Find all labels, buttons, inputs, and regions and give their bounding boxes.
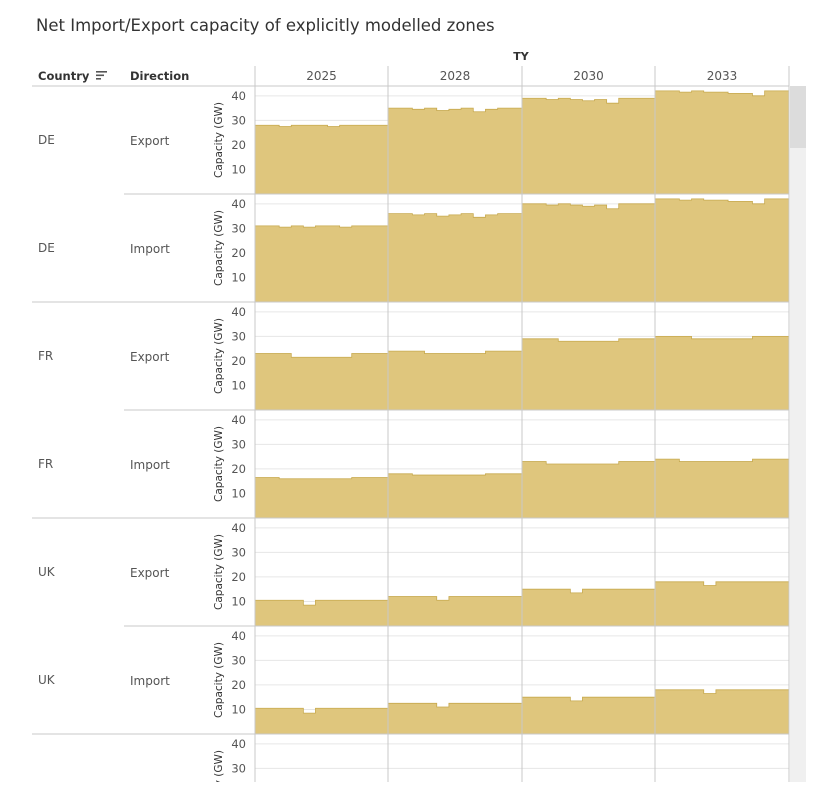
area-mark-UK-Import-2028[interactable] (387, 702, 523, 735)
area-mark-DE-Import-2030[interactable] (521, 203, 656, 303)
y-tick-label: 30 (231, 329, 246, 343)
scrollbar-track[interactable] (790, 86, 806, 782)
country-header[interactable]: Country (38, 69, 90, 83)
area-mark-UK-Export-2028[interactable] (387, 596, 523, 627)
y-tick-label: 30 (231, 653, 246, 667)
area-mark-DE-Export-2033[interactable] (654, 90, 790, 195)
scrollbar-thumb[interactable] (790, 86, 806, 148)
column-header-2030: 2030 (573, 69, 604, 83)
y-tick-label: 20 (231, 138, 246, 152)
area-mark-UK-Import-2030[interactable] (521, 696, 656, 735)
y-tick-label: 40 (231, 521, 246, 535)
area-mark-DE-Export-2025[interactable] (254, 124, 389, 195)
y-tick-label: 30 (231, 221, 246, 235)
y-axis-label: Capacity (GW) (213, 210, 225, 286)
area-mark-UK-Export-2033[interactable] (654, 581, 790, 627)
sort-icon-bar (96, 74, 104, 77)
y-tick-label: 20 (231, 246, 246, 260)
y-tick-label: 10 (231, 702, 246, 716)
chart-title: Net Import/Export capacity of explicitly… (36, 16, 495, 35)
y-tick-label: 40 (231, 737, 246, 751)
area-mark-UK-Export-2025[interactable] (254, 599, 389, 627)
y-tick-label: 30 (231, 545, 246, 559)
country-label[interactable]: FR (38, 457, 53, 471)
y-tick-label: 40 (231, 89, 246, 103)
y-tick-label: 30 (231, 113, 246, 127)
y-axis-label: Capacity (GW) (213, 426, 225, 502)
area-mark-DE-Import-2033[interactable] (654, 198, 790, 303)
y-tick-label: 10 (231, 270, 246, 284)
direction-label[interactable]: Import (130, 458, 170, 472)
y-tick-label: 30 (231, 761, 246, 775)
area-mark-UK-Import-2025[interactable] (254, 707, 389, 735)
y-axis-label: Capacity (GW) (213, 318, 225, 394)
area-mark-DE-Import-2028[interactable] (387, 213, 523, 303)
column-group-header: TY (513, 50, 530, 63)
country-label[interactable]: UK (38, 565, 56, 579)
direction-label[interactable]: Export (130, 566, 170, 580)
area-mark-DE-Export-2028[interactable] (387, 107, 523, 195)
area-mark-UK-Export-2030[interactable] (521, 588, 656, 627)
area-mark-DE-Import-2025[interactable] (254, 225, 389, 303)
area-mark-FR-Import-2033[interactable] (654, 458, 790, 519)
direction-label[interactable]: Export (130, 134, 170, 148)
area-mark-FR-Export-2033[interactable] (654, 335, 790, 411)
y-axis-label: Capacity (GW) (213, 750, 225, 811)
country-label[interactable]: UK (38, 673, 56, 687)
y-tick-label: 40 (231, 305, 246, 319)
y-tick-label: 40 (231, 197, 246, 211)
column-header-2028: 2028 (440, 69, 471, 83)
y-axis-label: Capacity (GW) (213, 102, 225, 178)
y-tick-label: 20 (231, 354, 246, 368)
y-tick-label: 30 (231, 437, 246, 451)
direction-label[interactable]: Import (130, 242, 170, 256)
sort-icon-bar (96, 78, 101, 80)
area-mark-FR-Export-2030[interactable] (521, 338, 656, 411)
y-axis-label: Capacity (GW) (213, 642, 225, 718)
area-mark-FR-Import-2025[interactable] (254, 477, 389, 519)
area-mark-FR-Import-2028[interactable] (387, 473, 523, 519)
y-tick-label: 40 (231, 413, 246, 427)
country-label[interactable]: FR (38, 349, 53, 363)
y-tick-label: 20 (231, 462, 246, 476)
area-mark-FR-Export-2025[interactable] (254, 353, 389, 411)
area-mark-DE-Export-2030[interactable] (521, 97, 656, 195)
y-tick-label: 20 (231, 678, 246, 692)
area-mark-FR-Export-2028[interactable] (387, 350, 523, 411)
y-tick-label: 10 (231, 594, 246, 608)
y-axis-label: Capacity (GW) (213, 534, 225, 610)
sort-descending-icon[interactable] (96, 71, 107, 73)
panels-group: 10 20 30 40 Capacity (GW) DE Export 10 20 30 40 Cap… (32, 89, 790, 811)
y-tick-label: 20 (231, 570, 246, 584)
direction-header[interactable]: Direction (130, 69, 189, 83)
direction-label[interactable]: Import (130, 674, 170, 688)
column-header-2025: 2025 (306, 69, 337, 83)
y-tick-label: 10 (231, 378, 246, 392)
y-tick-label: 20 (231, 786, 246, 800)
column-header-2033: 2033 (707, 69, 738, 83)
country-label[interactable]: DE (38, 133, 55, 147)
y-tick-label: 40 (231, 629, 246, 643)
area-mark-FR-Import-2030[interactable] (521, 461, 656, 519)
area-mark-UK-Import-2033[interactable] (654, 689, 790, 735)
y-tick-label: 10 (231, 486, 246, 500)
y-tick-label: 10 (231, 162, 246, 176)
direction-label[interactable]: Export (130, 350, 170, 364)
country-label[interactable]: DE (38, 241, 55, 255)
